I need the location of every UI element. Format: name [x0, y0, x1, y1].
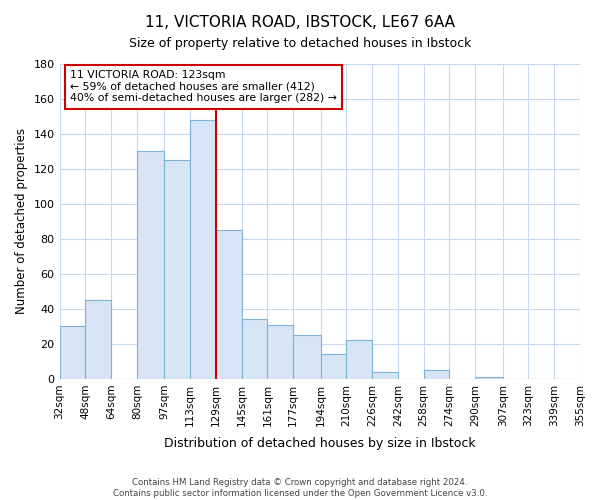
Bar [320, 354, 346, 379]
Text: Size of property relative to detached houses in Ibstock: Size of property relative to detached ho… [129, 38, 471, 51]
Bar [59, 326, 85, 379]
Bar [372, 372, 398, 379]
Bar [164, 160, 190, 379]
Bar [85, 300, 111, 379]
Bar [190, 120, 216, 379]
X-axis label: Distribution of detached houses by size in Ibstock: Distribution of detached houses by size … [164, 437, 476, 450]
Bar [137, 152, 164, 379]
Bar [293, 335, 320, 379]
Text: Contains HM Land Registry data © Crown copyright and database right 2024.
Contai: Contains HM Land Registry data © Crown c… [113, 478, 487, 498]
Text: 11, VICTORIA ROAD, IBSTOCK, LE67 6AA: 11, VICTORIA ROAD, IBSTOCK, LE67 6AA [145, 15, 455, 30]
Bar [346, 340, 372, 379]
Text: 11 VICTORIA ROAD: 123sqm
← 59% of detached houses are smaller (412)
40% of semi-: 11 VICTORIA ROAD: 123sqm ← 59% of detach… [70, 70, 337, 104]
Y-axis label: Number of detached properties: Number of detached properties [15, 128, 28, 314]
Bar [216, 230, 242, 379]
Bar [268, 324, 293, 379]
Bar [424, 370, 449, 379]
Bar [475, 377, 503, 379]
Bar [242, 320, 268, 379]
